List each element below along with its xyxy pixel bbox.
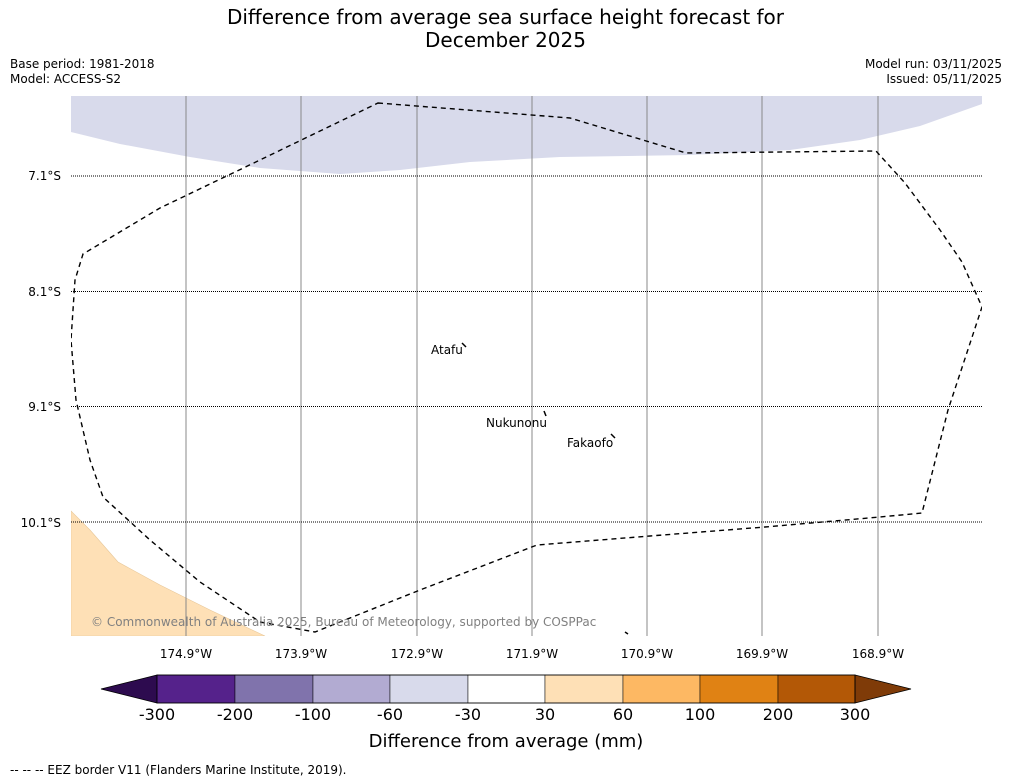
atafu-island — [461, 342, 467, 348]
colorbar-segment-1 — [156, 674, 236, 704]
colorbar-tick-4: -60 — [377, 705, 403, 724]
lon-label-169-9: 169.9°W — [736, 647, 788, 661]
lon-label-170-9: 170.9°W — [621, 647, 673, 661]
colorbar-segment-2 — [234, 674, 314, 704]
colorbar-segment-8 — [699, 674, 779, 704]
nukunonu-island — [543, 410, 547, 417]
place-fakaofo: Fakaofo — [567, 436, 613, 450]
colorbar-segment-3 — [312, 674, 391, 704]
lon-label-168-9: 168.9°W — [852, 647, 904, 661]
lat-label-10-1: 10.1°S — [21, 516, 61, 530]
copyright-text: © Commonwealth of Australia 2025, Bureau… — [91, 615, 596, 629]
colorbar-outline — [156, 674, 856, 704]
title-line-1: Difference from average sea surface heig… — [226, 5, 785, 29]
colorbar-segment-7 — [622, 674, 701, 704]
model-name: Model: ACCESS-S2 — [10, 72, 122, 86]
lon-label-173-9: 173.9°W — [275, 647, 327, 661]
colorbar-tick-1: -300 — [139, 705, 175, 724]
north-anomaly-region — [71, 96, 982, 174]
colorbar-tick-9: 200 — [763, 705, 794, 724]
southwest-anomaly-region — [71, 510, 266, 636]
colorbar-segment-9 — [777, 674, 856, 704]
meta-left: Base period: 1981-2018 Model: ACCESS-S2 — [10, 57, 155, 87]
lon-label-172-9: 172.9°W — [391, 647, 443, 661]
colorbar-tick-2: -200 — [217, 705, 253, 724]
colorbar-tick-7: 60 — [613, 705, 633, 724]
issued-date: Issued: 05/11/2025 — [886, 72, 1002, 86]
meridian-lines — [185, 96, 879, 636]
colorbar-tick-6: 30 — [535, 705, 555, 724]
colorbar-segment-5 — [467, 674, 546, 704]
colorbar-tick-10: 300 — [840, 705, 871, 724]
small-island — [624, 631, 629, 635]
lon-label-171-9: 171.9°W — [506, 647, 558, 661]
colorbar: -300 -200 -100 -60 -30 30 60 100 200 300… — [100, 674, 912, 752]
colorbar-extend-low — [100, 674, 158, 704]
model-run: Model run: 03/11/2025 — [864, 57, 1002, 71]
colorbar-extend-high — [854, 674, 912, 704]
map-title: Difference from average sea surface heig… — [0, 6, 1011, 52]
lat-label-9-1: 9.1°S — [28, 400, 61, 414]
colorbar-tick-3: -100 — [295, 705, 331, 724]
place-nukunonu: Nukunonu — [486, 416, 547, 430]
colorbar-tick-5: -30 — [455, 705, 481, 724]
colorbar-title: Difference from average (mm) — [369, 731, 644, 752]
map-area: © Commonwealth of Australia 2025, Bureau… — [71, 96, 982, 636]
map-background — [71, 96, 982, 636]
lat-label-7-1: 7.1°S — [28, 169, 61, 183]
eez-footnote: -- -- -- EEZ border V11 (Flanders Marine… — [10, 763, 347, 777]
base-period: Base period: 1981-2018 — [10, 57, 155, 71]
eez-border — [71, 102, 982, 633]
title-line-2: December 2025 — [425, 28, 586, 52]
fakaofo-island — [610, 433, 616, 439]
colorbar-segment-4 — [389, 674, 469, 704]
lon-label-174-9: 174.9°W — [160, 647, 212, 661]
lat-label-8-1: 8.1°S — [28, 285, 61, 299]
meta-right: Model run: 03/11/2025 Issued: 05/11/2025 — [865, 57, 1002, 87]
colorbar-segment-6 — [544, 674, 624, 704]
place-atafu: Atafu — [431, 343, 463, 357]
colorbar-tick-8: 100 — [685, 705, 716, 724]
